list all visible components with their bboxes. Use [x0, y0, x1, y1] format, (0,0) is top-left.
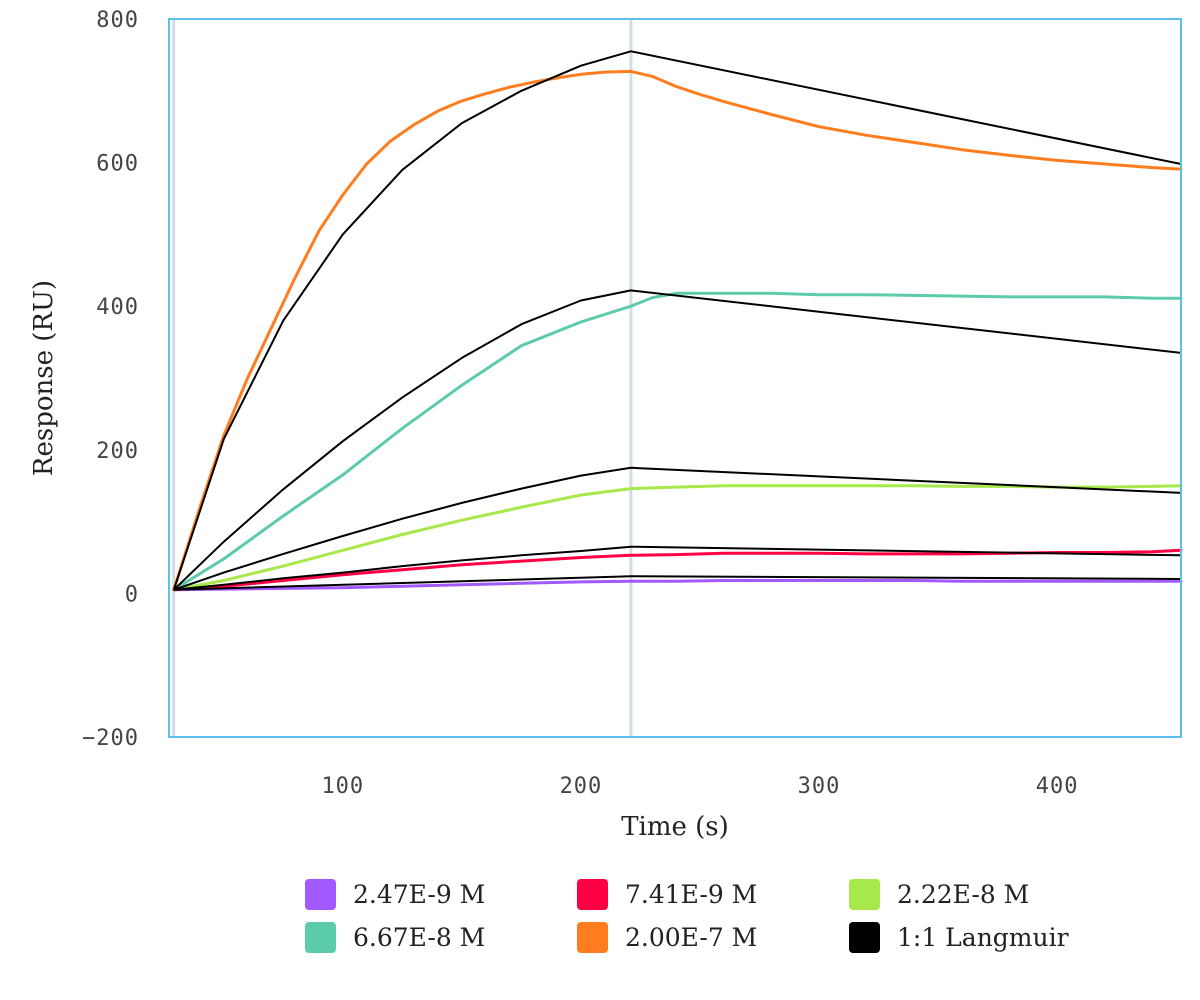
legend-swatch [577, 879, 608, 910]
y-axis-ticks: −200 0 200 400 600 800 [82, 8, 139, 751]
legend-swatch [849, 879, 880, 910]
y-axis-title: Response (RU) [29, 280, 59, 476]
x-tick-label: 300 [798, 774, 841, 799]
legend: 2.47E-9 M 7.41E-9 M 2.22E-8 M 6.67E-8 M 2.00… [305, 879, 1069, 953]
fit-line-1 [173, 545, 1182, 591]
legend-label: 2.22E-8 M [897, 880, 1029, 909]
fit-line-3 [173, 289, 1182, 591]
series-line-2-47e-9-m [172, 579, 1183, 592]
legend-item: 1:1 Langmuir [849, 922, 1069, 953]
legend-label: 2.00E-7 M [625, 923, 757, 952]
fit-line-2 [173, 466, 1182, 591]
x-tick-label: 200 [560, 774, 603, 799]
plot-curves [172, 50, 1183, 592]
x-tick-label: 100 [321, 774, 364, 799]
legend-item: 2.22E-8 M [849, 879, 1029, 910]
legend-swatch [305, 922, 336, 953]
y-tick-label: −200 [82, 726, 139, 751]
y-tick-label: 200 [96, 439, 139, 464]
y-tick-label: 800 [96, 8, 139, 33]
legend-label: 6.67E-8 M [353, 923, 485, 952]
series-line-2-00e-7-m [172, 69, 1183, 592]
y-tick-label: 600 [96, 152, 139, 177]
legend-label: 1:1 Langmuir [897, 923, 1069, 952]
x-axis-title: Time (s) [621, 812, 729, 842]
x-axis-ticks: 100 200 300 400 [321, 774, 1079, 799]
vertical-markers [172, 19, 633, 737]
legend-label: 2.47E-9 M [353, 880, 485, 909]
legend-label: 7.41E-9 M [625, 880, 757, 909]
y-tick-label: 0 [125, 582, 139, 607]
series-line-6-67e-8-m [172, 291, 1183, 592]
legend-swatch [577, 922, 608, 953]
legend-swatch [305, 879, 336, 910]
legend-item: 7.41E-9 M [577, 879, 757, 910]
legend-item: 6.67E-8 M [305, 922, 485, 953]
legend-item: 2.47E-9 M [305, 879, 485, 910]
legend-item: 2.00E-7 M [577, 922, 757, 953]
y-tick-label: 400 [96, 295, 139, 320]
legend-swatch [849, 922, 880, 953]
x-tick-label: 400 [1036, 774, 1079, 799]
plot-frame [168, 18, 1182, 738]
fit-line-4 [172, 50, 1182, 591]
fit-line-0 [173, 575, 1182, 591]
